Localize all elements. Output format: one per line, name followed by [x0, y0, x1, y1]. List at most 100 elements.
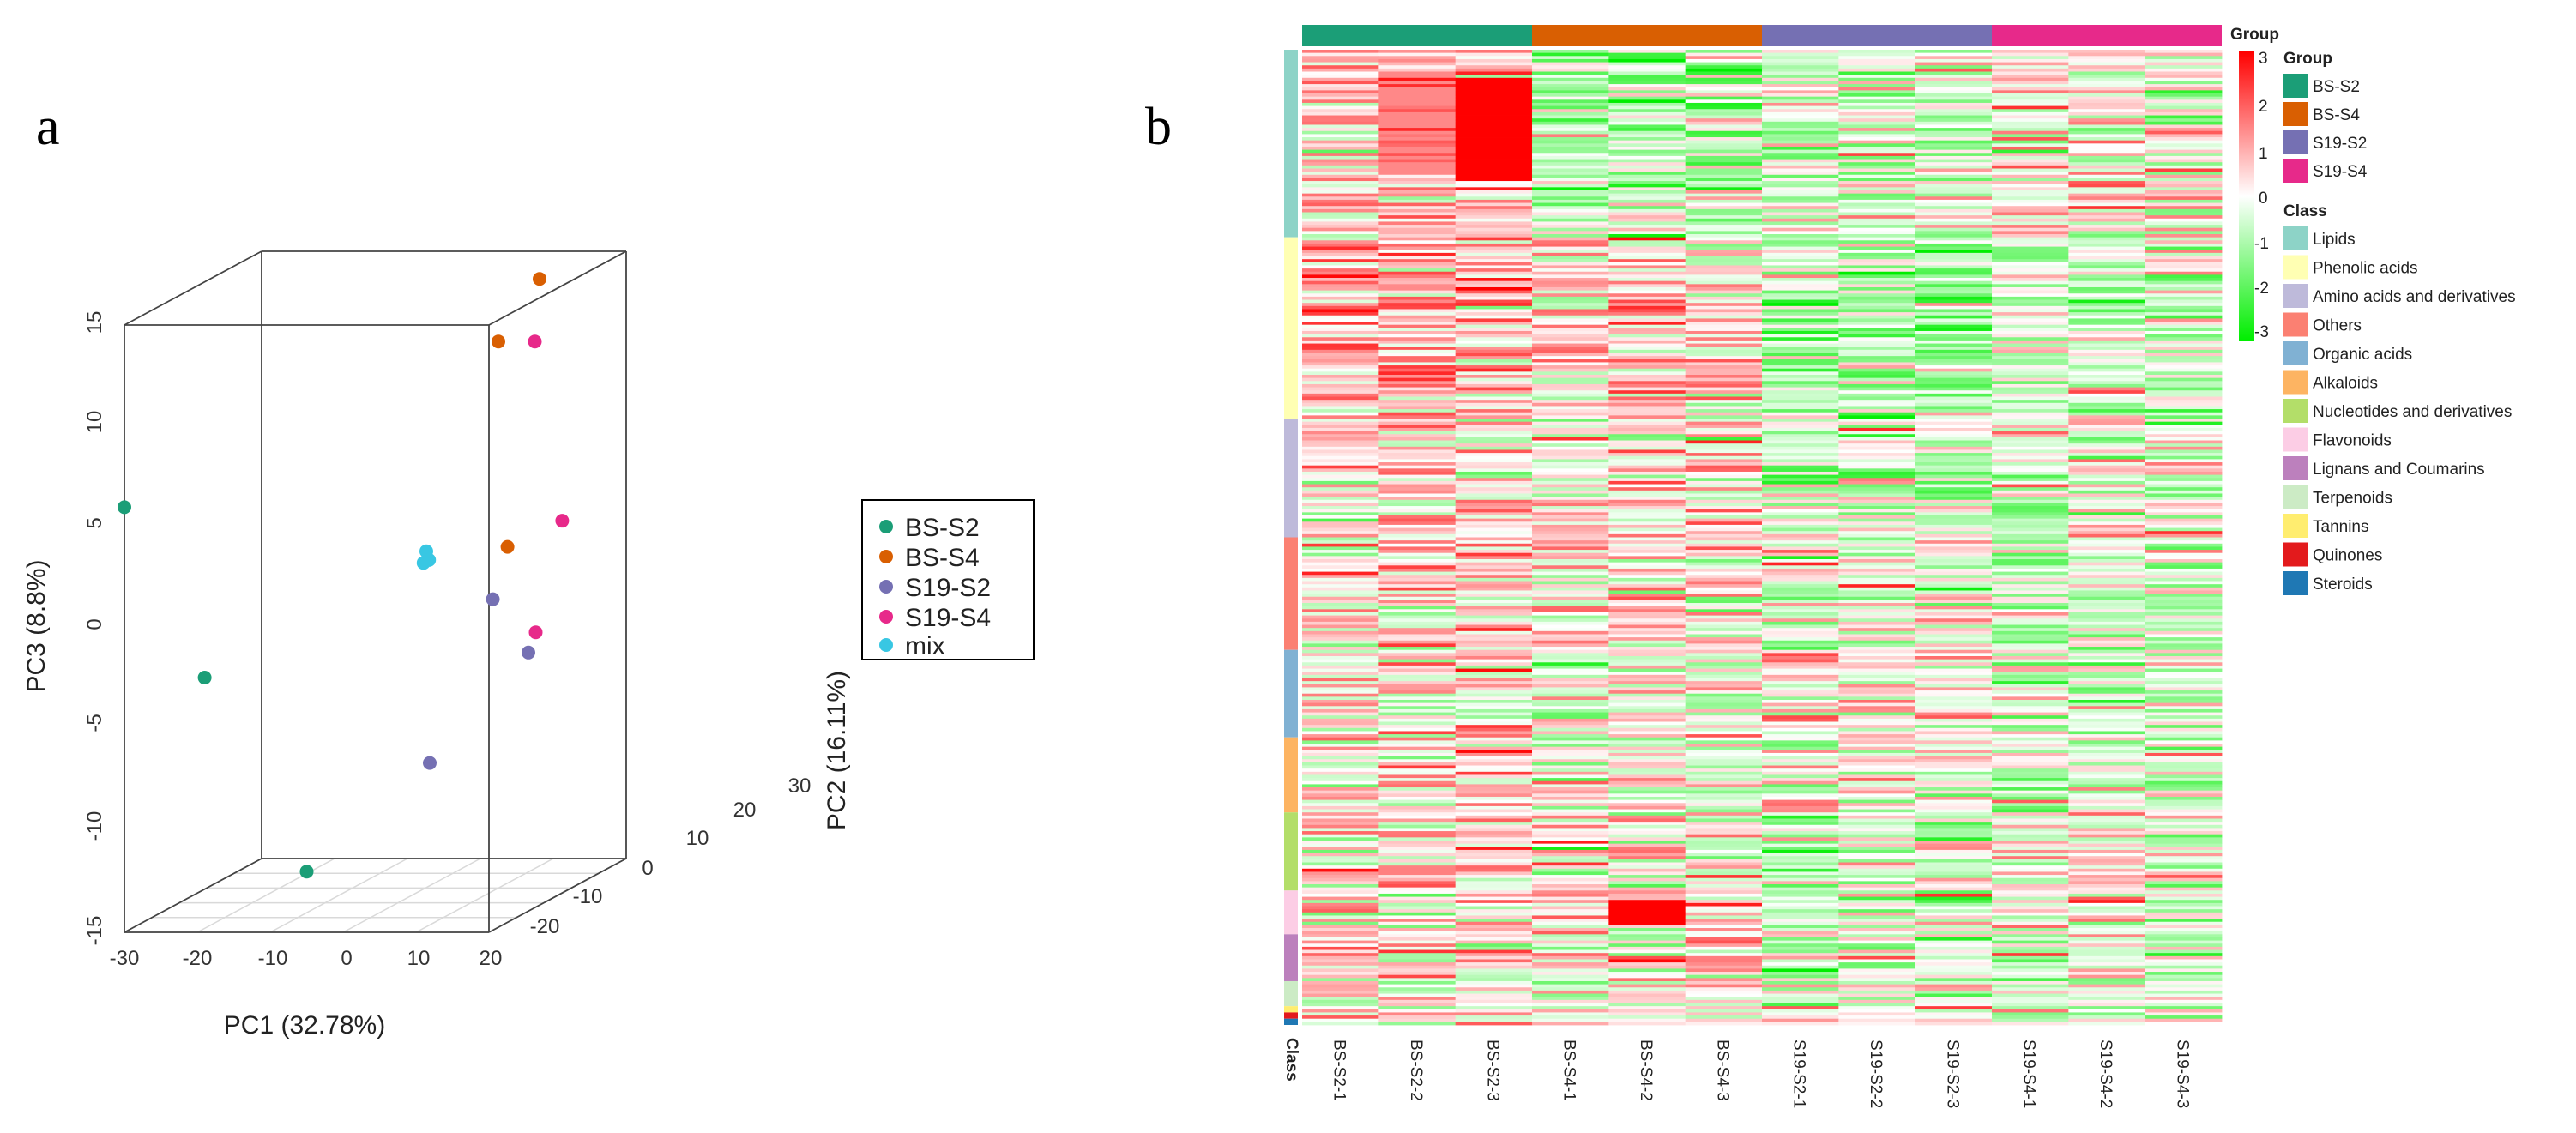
heatmap-cell [1302, 387, 1379, 391]
heatmap-cell [1915, 912, 1993, 916]
heatmap-cell [1915, 643, 1993, 648]
heatmap-cell [1915, 615, 1993, 619]
heatmap-cell [1302, 750, 1379, 754]
heatmap-cell [1992, 659, 2069, 663]
heatmap-cell [1378, 262, 1457, 266]
heatmap-cell [1378, 102, 1457, 106]
heatmap-cell [1685, 662, 1763, 666]
heatmap-cell [1915, 953, 1993, 957]
heatmap-cell [2145, 787, 2223, 792]
heatmap-cell [1608, 506, 1686, 510]
heatmap-cell [1838, 980, 1916, 985]
heatmap-cell [1302, 984, 1379, 988]
heatmap-cell [1378, 937, 1457, 942]
heatmap-cell [2068, 440, 2146, 444]
heatmap-cell [2145, 362, 2223, 366]
heatmap-cell [2145, 121, 2223, 125]
heatmap-cell [1685, 953, 1763, 957]
heatmap-cell [1838, 215, 1916, 220]
heatmap-cell [1992, 999, 2069, 1003]
heatmap-cell [1532, 128, 1609, 132]
heatmap-cell [2068, 174, 2146, 178]
heatmap-cell [1838, 974, 1916, 979]
heatmap-cell [1378, 440, 1457, 444]
heatmap-cell [1685, 968, 1763, 973]
heatmap-cell [2145, 868, 2223, 872]
heatmap-cell [1302, 199, 1379, 203]
heatmap-cell [1838, 552, 1916, 557]
heatmap-cell [1762, 134, 1839, 138]
heatmap-cell [1915, 499, 1993, 503]
heatmap-cell [1992, 506, 2069, 510]
heatmap-cell [1455, 643, 1533, 648]
heatmap-cell [1302, 809, 1379, 813]
heatmap-cell [1915, 618, 1993, 623]
y-tick-label: 20 [733, 799, 757, 822]
heatmap-cell [1378, 893, 1457, 897]
heatmap-cell [1608, 643, 1686, 648]
heatmap-cell [1762, 446, 1839, 450]
heatmap-cell [1992, 56, 2069, 60]
heatmap-cell [1685, 315, 1763, 319]
heatmap-cell [1915, 997, 1993, 1001]
heatmap-cell [2068, 343, 2146, 347]
heatmap-cell [1992, 471, 2069, 476]
heatmap-cell [1302, 371, 1379, 376]
heatmap-cell [1455, 465, 1533, 469]
heatmap-cell [1532, 274, 1609, 279]
heatmap-cell [1302, 655, 1379, 660]
heatmap-cell [1915, 128, 1993, 132]
heatmap-cell [2068, 822, 2146, 826]
heatmap-cell [1762, 431, 1839, 435]
heatmap-cell [1762, 449, 1839, 454]
heatmap-cell [1608, 1022, 1686, 1026]
heatmap-cell [1455, 856, 1533, 860]
heatmap-cell [1532, 768, 1609, 773]
heatmap-cell [1762, 334, 1839, 338]
heatmap-cell [1532, 887, 1609, 891]
heatmap-cell [1378, 312, 1457, 316]
heatmap-cell [1685, 515, 1763, 520]
heatmap-cell [2068, 353, 2146, 357]
heatmap-cell [1532, 543, 1609, 547]
heatmap-cell [1608, 58, 1686, 63]
heatmap-cell [1378, 912, 1457, 916]
heatmap-cell [1532, 587, 1609, 591]
heatmap-cell [1455, 893, 1533, 897]
heatmap-cell [1302, 552, 1379, 557]
heatmap-cell [1685, 543, 1763, 547]
heatmap-cell [1838, 843, 1916, 847]
heatmap-cell [1608, 212, 1686, 216]
heatmap-cell [1838, 859, 1916, 863]
heatmap-cell [1378, 362, 1457, 366]
heatmap-cell [1302, 490, 1379, 494]
heatmap-cell [1302, 471, 1379, 476]
heatmap-cell [1378, 668, 1457, 672]
heatmap-cell [1685, 75, 1763, 79]
heatmap-cell [1838, 540, 1916, 545]
heatmap-cell [1992, 600, 2069, 604]
heatmap-cell [1915, 419, 1993, 423]
heatmap-cell [2145, 594, 2223, 598]
heatmap-cell [1992, 780, 2069, 785]
heatmap-cell [2068, 115, 2146, 119]
heatmap-cell [1532, 259, 1609, 263]
heatmap-cell [1685, 309, 1763, 313]
heatmap-cell [1685, 684, 1763, 688]
heatmap-cell [1915, 165, 1993, 169]
heatmap-cell [1685, 896, 1763, 901]
heatmap-cell [1532, 184, 1609, 188]
heatmap-cell [1378, 130, 1457, 135]
heatmap-cell [1915, 603, 1993, 607]
heatmap-cell [1532, 212, 1609, 216]
heatmap-cell [2145, 837, 2223, 841]
heatmap-cell [1302, 518, 1379, 522]
heatmap-cell [1532, 437, 1609, 441]
heatmap-cell [1992, 962, 2069, 967]
heatmap-cell [2145, 290, 2223, 294]
heatmap-cell [1685, 221, 1763, 226]
heatmap-cell [1455, 349, 1533, 353]
heatmap-cell [1532, 678, 1609, 682]
heatmap-cell [1608, 124, 1686, 129]
heatmap-cell [1608, 1012, 1686, 1016]
